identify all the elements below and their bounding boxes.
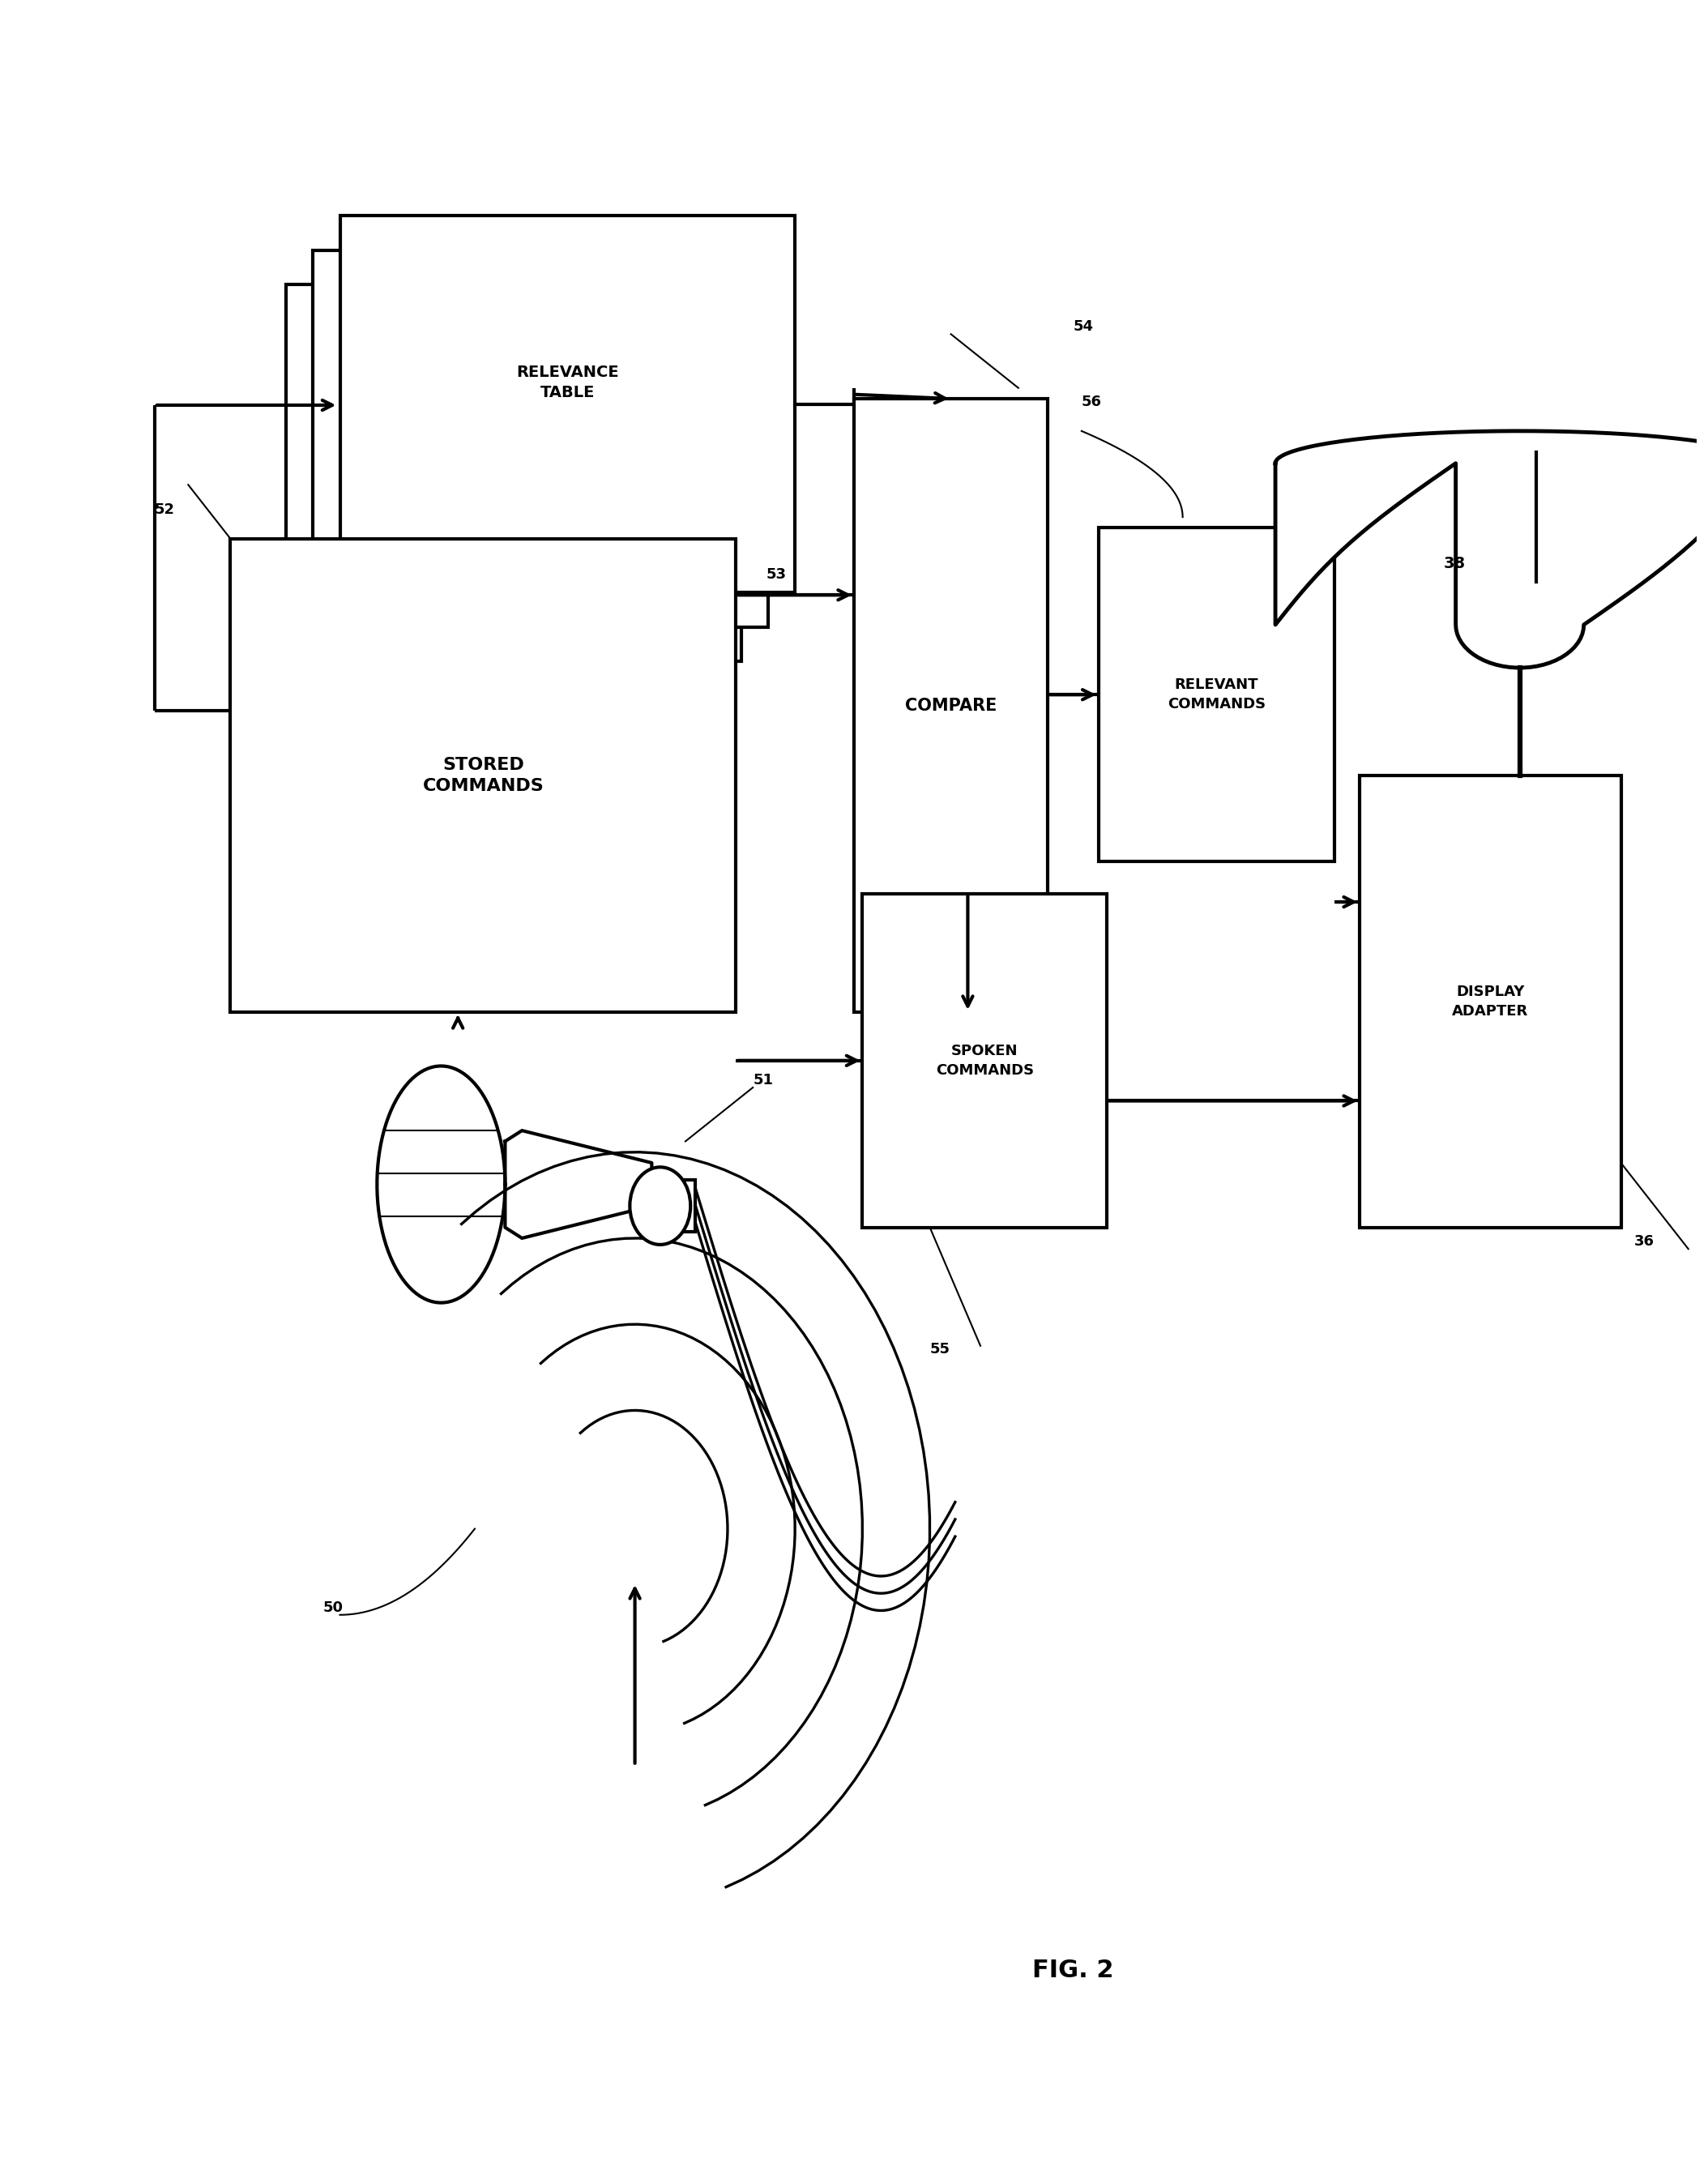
FancyBboxPatch shape bbox=[854, 398, 1047, 1011]
Text: 36: 36 bbox=[1635, 1235, 1655, 1248]
Text: 52: 52 bbox=[154, 502, 174, 518]
Text: SPOKEN
COMMANDS: SPOKEN COMMANDS bbox=[936, 1044, 1033, 1077]
FancyBboxPatch shape bbox=[313, 250, 769, 626]
Text: DISPLAY
ADAPTER: DISPLAY ADAPTER bbox=[1452, 985, 1529, 1018]
FancyBboxPatch shape bbox=[231, 539, 736, 1011]
FancyBboxPatch shape bbox=[1098, 529, 1334, 861]
Text: FIG. 2: FIG. 2 bbox=[1032, 1958, 1114, 1981]
Text: 50: 50 bbox=[323, 1601, 343, 1614]
FancyBboxPatch shape bbox=[340, 215, 794, 592]
Polygon shape bbox=[377, 1066, 506, 1303]
Text: RELEVANCE
TABLE: RELEVANCE TABLE bbox=[516, 365, 618, 400]
Circle shape bbox=[630, 1168, 690, 1244]
FancyBboxPatch shape bbox=[285, 285, 741, 661]
Polygon shape bbox=[1276, 431, 1708, 668]
FancyBboxPatch shape bbox=[654, 1181, 695, 1231]
FancyBboxPatch shape bbox=[863, 894, 1107, 1227]
Text: COMPARE: COMPARE bbox=[905, 698, 997, 713]
Text: RELEVANT
COMMANDS: RELEVANT COMMANDS bbox=[1167, 679, 1266, 711]
Text: 51: 51 bbox=[753, 1072, 774, 1088]
Text: 53: 53 bbox=[767, 568, 787, 581]
Text: 56: 56 bbox=[1081, 396, 1102, 409]
Text: 54: 54 bbox=[1073, 320, 1093, 335]
FancyBboxPatch shape bbox=[1360, 776, 1621, 1227]
Text: 55: 55 bbox=[929, 1342, 950, 1357]
Polygon shape bbox=[506, 1131, 652, 1238]
Text: STORED
COMMANDS: STORED COMMANDS bbox=[422, 757, 543, 794]
Text: 38: 38 bbox=[1443, 555, 1465, 570]
